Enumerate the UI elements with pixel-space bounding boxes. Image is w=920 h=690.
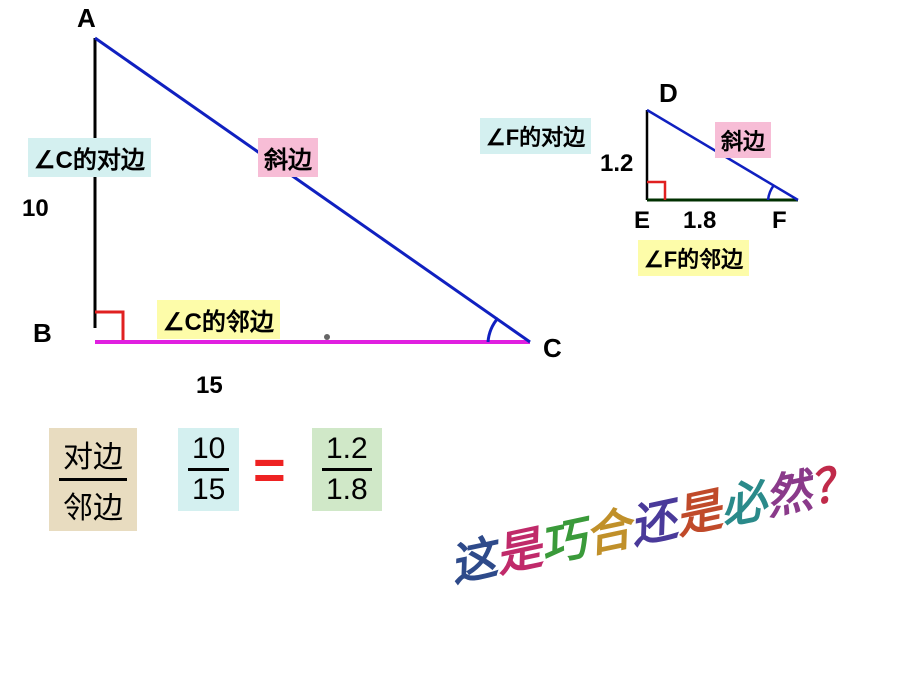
side-AB-value: 10 xyxy=(22,195,49,223)
fraction-1.2-1.8-top: 1.2 xyxy=(322,432,372,468)
fraction-10-15-top: 10 xyxy=(188,432,229,468)
vertex-D: D xyxy=(659,78,678,109)
label-adjacent-C: ∠C的邻边 xyxy=(157,300,280,339)
fraction-words: 对边 邻边 xyxy=(49,428,137,531)
angle-arc-F xyxy=(768,185,774,200)
fraction-words-bot: 邻边 xyxy=(59,481,127,527)
side-DE-value: 1.2 xyxy=(600,150,633,178)
fraction-1.2-1.8-bot: 1.8 xyxy=(322,471,372,507)
right-angle-B xyxy=(95,312,123,340)
vertex-F: F xyxy=(772,207,787,235)
side-EF-value: 1.8 xyxy=(683,207,716,235)
label-adjacent-F: ∠F的邻边 xyxy=(638,240,749,276)
diagram-canvas: A B C 10 15 ∠C的对边 斜边 ∠C的邻边 D E F 1.2 1.8… xyxy=(0,0,920,690)
label-opposite-F: ∠F的对边 xyxy=(480,118,591,154)
side-BC-value: 15 xyxy=(196,372,223,400)
line-AC xyxy=(95,38,530,342)
vertex-C: C xyxy=(543,333,562,364)
label-hypotenuse-big: 斜边 xyxy=(258,138,318,177)
vertex-B: B xyxy=(33,318,52,349)
vertex-A: A xyxy=(77,3,96,34)
fraction-10-15-bot: 15 xyxy=(188,471,229,507)
vertex-E: E xyxy=(634,207,650,235)
label-hypotenuse-small: 斜边 xyxy=(715,122,771,158)
right-angle-E xyxy=(647,182,665,200)
label-opposite-C: ∠C的对边 xyxy=(28,138,151,177)
fraction-1.2-1.8: 1.2 1.8 xyxy=(312,428,382,511)
fraction-10-15: 10 15 xyxy=(178,428,239,511)
fraction-words-top: 对边 xyxy=(59,432,127,478)
angle-arc-C xyxy=(488,318,498,342)
equals-sign: = xyxy=(253,442,286,498)
